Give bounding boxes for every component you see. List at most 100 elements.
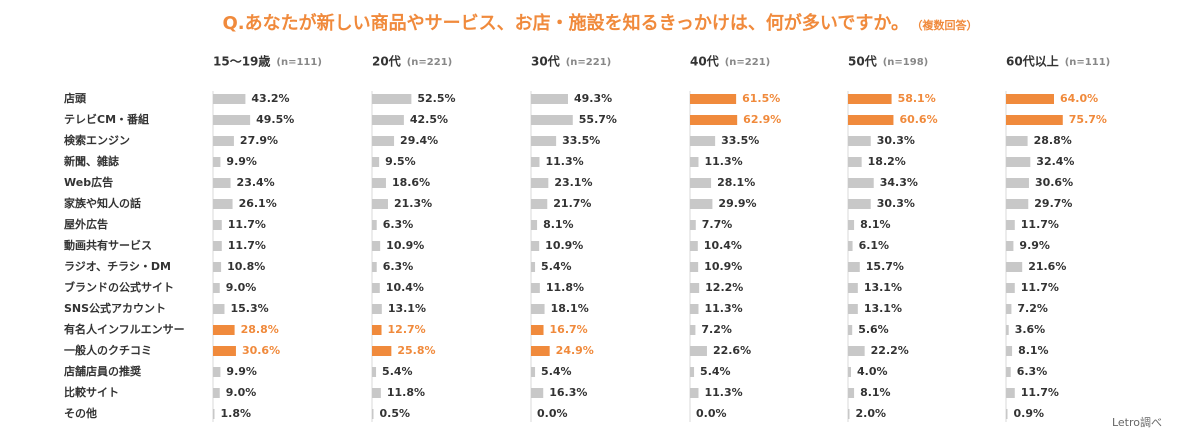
bar <box>213 409 215 419</box>
bar <box>213 346 236 356</box>
data-label: 1.8% <box>221 407 252 420</box>
data-label: 62.9% <box>743 113 781 126</box>
series-header: 15〜19歳 (n=111) <box>213 54 322 69</box>
bar <box>848 178 874 188</box>
data-label: 10.4% <box>704 239 742 252</box>
bar <box>690 199 713 209</box>
data-label: 11.7% <box>228 218 266 231</box>
data-label: 23.1% <box>554 176 592 189</box>
bar <box>848 346 865 356</box>
data-label: 10.9% <box>704 260 742 273</box>
bar <box>1006 136 1028 146</box>
data-label: 43.2% <box>251 92 289 105</box>
data-label: 11.3% <box>545 155 583 168</box>
bar <box>1006 388 1015 398</box>
bar <box>531 241 540 251</box>
bar <box>1006 115 1063 125</box>
series-header: 40代 (n=221) <box>690 54 770 69</box>
data-label: 5.4% <box>382 365 413 378</box>
bar <box>848 409 850 419</box>
data-label: 28.8% <box>241 323 279 336</box>
bar <box>213 241 222 251</box>
data-label: 22.6% <box>713 344 751 357</box>
bar <box>372 220 377 230</box>
category-label: その他 <box>64 406 97 420</box>
data-label: 3.6% <box>1015 323 1046 336</box>
bar <box>848 388 855 398</box>
bar <box>848 325 853 335</box>
data-label: 21.6% <box>1028 260 1066 273</box>
data-label: 27.9% <box>240 134 278 147</box>
bar <box>531 94 568 104</box>
series-n: (n=221) <box>407 57 453 68</box>
data-label: 26.1% <box>239 197 277 210</box>
bar <box>848 367 851 377</box>
data-label: 0.9% <box>1014 407 1045 420</box>
data-label: 29.7% <box>1034 197 1072 210</box>
bar <box>531 199 548 209</box>
bar <box>372 157 380 167</box>
data-label: 21.3% <box>394 197 432 210</box>
bar <box>531 388 544 398</box>
category-label: Web広告 <box>64 175 113 189</box>
category-label: 有名人インフルエンサー <box>64 322 185 336</box>
data-label: 7.7% <box>702 218 733 231</box>
data-label: 30.6% <box>1035 176 1073 189</box>
data-label: 11.8% <box>546 281 584 294</box>
data-label: 11.7% <box>1021 281 1059 294</box>
chart-title-note: （複数回答） <box>917 19 978 32</box>
series-n: (n=221) <box>725 57 771 68</box>
bar <box>372 241 381 251</box>
bar <box>372 304 382 314</box>
data-label: 16.3% <box>549 386 587 399</box>
bar <box>1006 199 1029 209</box>
category-label: 店頭 <box>64 91 87 105</box>
bar <box>372 262 377 272</box>
data-label: 30.3% <box>877 197 915 210</box>
data-label: 29.9% <box>718 197 756 210</box>
data-label: 5.4% <box>700 365 731 378</box>
bar <box>213 157 221 167</box>
bar <box>848 115 894 125</box>
data-label: 23.4% <box>237 176 275 189</box>
data-label: 13.1% <box>388 302 426 315</box>
data-label: 6.3% <box>383 218 414 231</box>
bar <box>1006 346 1013 356</box>
data-label: 18.6% <box>392 176 430 189</box>
data-label: 8.1% <box>1018 344 1049 357</box>
data-label: 4.0% <box>857 365 888 378</box>
data-label: 29.4% <box>400 134 438 147</box>
data-label: 58.1% <box>898 92 936 105</box>
data-label: 9.5% <box>385 155 416 168</box>
data-label: 10.4% <box>386 281 424 294</box>
bar <box>531 262 536 272</box>
data-label: 0.0% <box>696 407 727 420</box>
data-label: 5.4% <box>541 365 572 378</box>
bar <box>372 325 382 335</box>
bar <box>531 157 540 167</box>
bar <box>848 262 860 272</box>
data-label: 9.0% <box>226 281 257 294</box>
bar <box>1006 178 1029 188</box>
bar <box>690 178 712 188</box>
data-label: 22.2% <box>871 344 909 357</box>
series-header: 60代以上 (n=111) <box>1006 54 1110 69</box>
category-label: SNS公式アカウント <box>64 301 166 315</box>
data-label: 7.2% <box>701 323 732 336</box>
bar <box>848 157 862 167</box>
bar <box>690 136 716 146</box>
data-label: 21.7% <box>553 197 591 210</box>
bar <box>213 325 235 335</box>
data-label: 8.1% <box>860 218 891 231</box>
data-label: 49.3% <box>574 92 612 105</box>
bar <box>1006 367 1011 377</box>
data-label: 49.5% <box>256 113 294 126</box>
data-label: 6.3% <box>1017 365 1048 378</box>
bar <box>372 388 381 398</box>
data-label: 6.1% <box>859 239 890 252</box>
data-label: 24.9% <box>556 344 594 357</box>
bar <box>690 157 699 167</box>
series-n: (n=221) <box>566 57 612 68</box>
bar <box>531 136 557 146</box>
